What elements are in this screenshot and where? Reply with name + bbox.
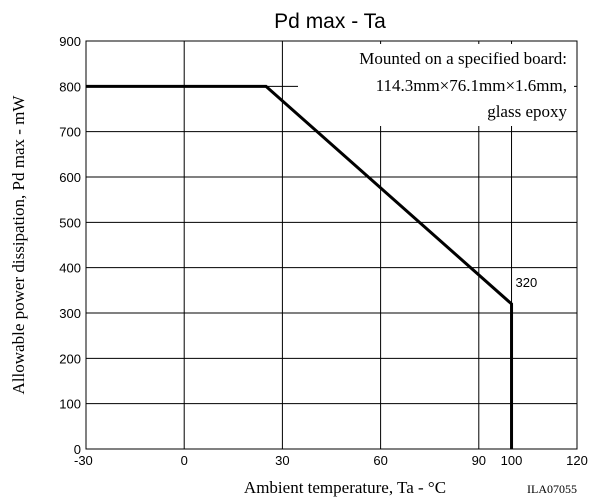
y-tick-label-400: 400 xyxy=(59,261,81,276)
chart-title: Pd max - Ta xyxy=(274,10,386,33)
y-tick-label-200: 200 xyxy=(59,351,81,366)
figure-code: ILA07055 xyxy=(527,482,577,496)
note-line-2: 114.3mm×76.1mm×1.6mm, xyxy=(376,76,567,95)
y-tick-label-500: 500 xyxy=(59,215,81,230)
y-tick-label-900: 900 xyxy=(59,34,81,49)
derating-curve-1 xyxy=(86,84,514,449)
y-tick-label-800: 800 xyxy=(59,79,81,94)
y-axis-label: Allowable power dissipation, Pd max - mW xyxy=(9,95,28,395)
x-tick-label-100: 100 xyxy=(501,453,523,468)
y-tick-labels: 0 100 200 300 400 500 600 700 800 900 xyxy=(59,34,81,457)
x-tick-label-0: 0 xyxy=(181,453,188,468)
note-line-3: glass epoxy xyxy=(487,102,567,121)
y-tick-label-100: 100 xyxy=(59,397,81,412)
y-tick-label-700: 700 xyxy=(59,125,81,140)
x-axis-label: Ambient temperature, Ta - °C xyxy=(244,478,446,497)
y-tick-label-0: 0 xyxy=(74,442,81,457)
y-tick-label-300: 300 xyxy=(59,306,81,321)
note-background xyxy=(298,44,574,126)
x-tick-labels: -30 0 30 60 90 100 120 xyxy=(74,453,588,468)
x-tick-label--30: -30 xyxy=(74,453,93,468)
y-tick-label-600: 600 xyxy=(59,170,81,185)
annotation-320: 320 xyxy=(516,275,538,290)
plot-frame xyxy=(85,40,578,450)
x-tick-label-30: 30 xyxy=(275,453,289,468)
series-layer xyxy=(86,84,514,449)
x-tick-label-90: 90 xyxy=(472,453,486,468)
note-line-1: Mounted on a specified board: xyxy=(359,49,567,68)
x-tick-label-60: 60 xyxy=(373,453,387,468)
x-tick-label-120: 120 xyxy=(566,453,588,468)
